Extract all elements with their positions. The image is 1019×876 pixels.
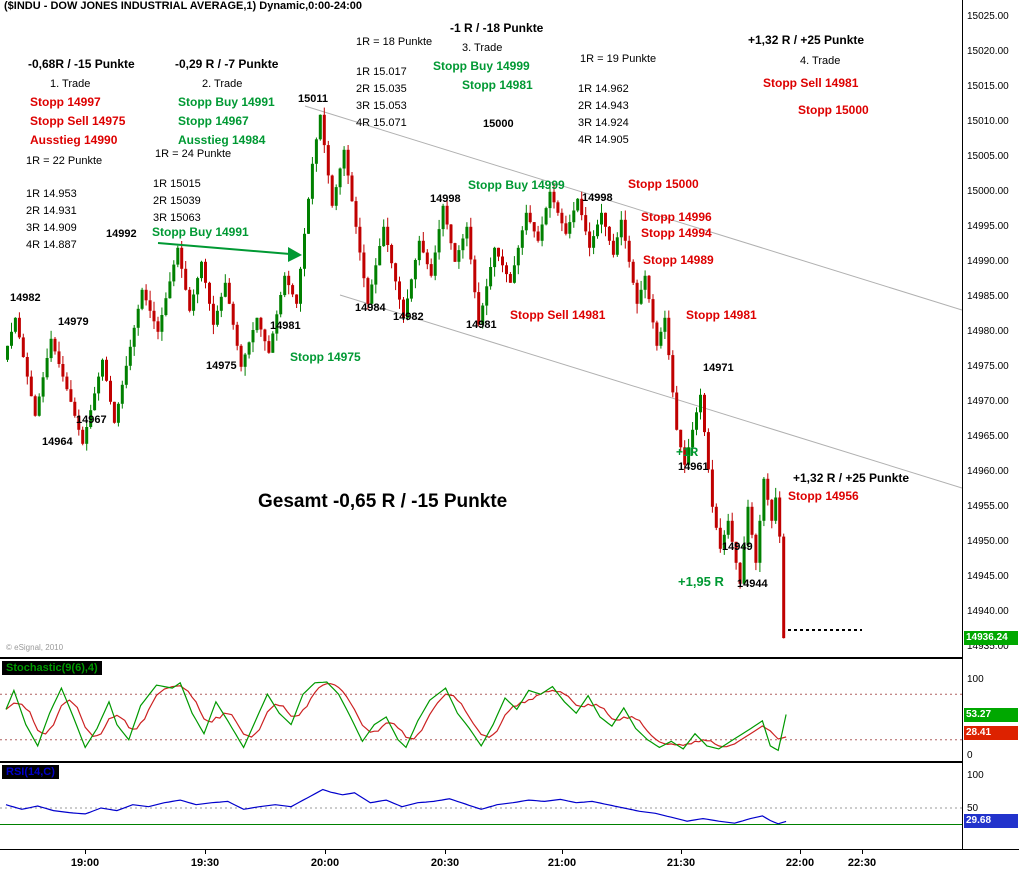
price-axis-label: 14965.00: [967, 430, 1009, 442]
rsi-axis-label: 100: [967, 770, 984, 781]
time-axis-label: 21:30: [666, 857, 696, 869]
time-axis-label: 19:30: [190, 857, 220, 869]
rsi-chart[interactable]: [0, 763, 962, 849]
stochastic-axis-label: 100: [967, 674, 984, 685]
price-axis[interactable]: 15025.00 15020.00 15015.00 15010.00 15005.00…: [962, 0, 1019, 876]
time-axis-tick: [681, 850, 682, 854]
price-axis-label: 15005.00: [967, 150, 1009, 162]
price-axis-label: 14945.00: [967, 570, 1009, 582]
price-axis-label: 14970.00: [967, 395, 1009, 407]
time-axis-label: 19:00: [70, 857, 100, 869]
time-axis-tick: [862, 850, 863, 854]
chart-title: ($INDU - DOW JONES INDUSTRIAL AVERAGE,1)…: [4, 0, 362, 12]
time-axis-label: 20:00: [310, 857, 340, 869]
price-axis-label: 14935.00: [967, 640, 1009, 652]
price-axis-label: 14950.00: [967, 535, 1009, 547]
panel-divider[interactable]: [0, 657, 1019, 659]
esignal-watermark: © eSignal, 2010: [6, 643, 64, 652]
price-axis-label: 15025.00: [967, 10, 1009, 22]
candlestick-chart[interactable]: [0, 14, 962, 658]
price-axis-label: 15015.00: [967, 80, 1009, 92]
price-axis-label: 14955.00: [967, 500, 1009, 512]
stochastic-label: Stochastic(9(6),4): [2, 661, 102, 675]
price-axis-label: 14940.00: [967, 605, 1009, 617]
price-axis-label: 14985.00: [967, 290, 1009, 302]
price-axis-label: 15010.00: [967, 115, 1009, 127]
time-axis-tick: [85, 850, 86, 854]
stochastic-d-badge: 28.41: [964, 726, 1018, 741]
time-axis-tick: [800, 850, 801, 854]
price-axis-label: 14975.00: [967, 360, 1009, 372]
time-axis-label: 22:30: [847, 857, 877, 869]
stochastic-axis-label: 0: [967, 750, 973, 761]
price-axis-label: 14960.00: [967, 465, 1009, 477]
time-axis-tick: [325, 850, 326, 854]
time-axis-tick: [562, 850, 563, 854]
price-axis-label: 14995.00: [967, 220, 1009, 232]
stochastic-panel[interactable]: Stochastic(9(6),4): [0, 659, 962, 762]
rsi-badge: 29.68: [964, 814, 1018, 829]
time-axis-label: 22:00: [785, 857, 815, 869]
panel-divider[interactable]: [0, 761, 1019, 763]
price-axis-label: 14980.00: [967, 325, 1009, 337]
time-axis-label: 21:00: [547, 857, 577, 869]
price-axis-label: 15000.00: [967, 185, 1009, 197]
time-axis-label: 20:30: [430, 857, 460, 869]
last-price-badge: 14936.24: [964, 631, 1018, 646]
rsi-axis-label: 50: [967, 803, 979, 814]
rsi-panel[interactable]: RSI(14,C): [0, 763, 962, 849]
rsi-label: RSI(14,C): [2, 765, 59, 779]
main-chart-panel[interactable]: -0,68R / -15 Punkte 1. Trade Stopp 14997 St…: [0, 14, 962, 658]
time-axis[interactable]: 19:00 19:30 20:00 20:30 21:00 21:30 22:00 22:30: [0, 849, 1019, 876]
time-axis-tick: [205, 850, 206, 854]
time-axis-tick: [445, 850, 446, 854]
stochastic-chart[interactable]: [0, 659, 962, 762]
stochastic-k-badge: 53.27: [964, 707, 1018, 722]
price-axis-label: 14990.00: [967, 255, 1009, 267]
price-axis-label: 15020.00: [967, 45, 1009, 57]
